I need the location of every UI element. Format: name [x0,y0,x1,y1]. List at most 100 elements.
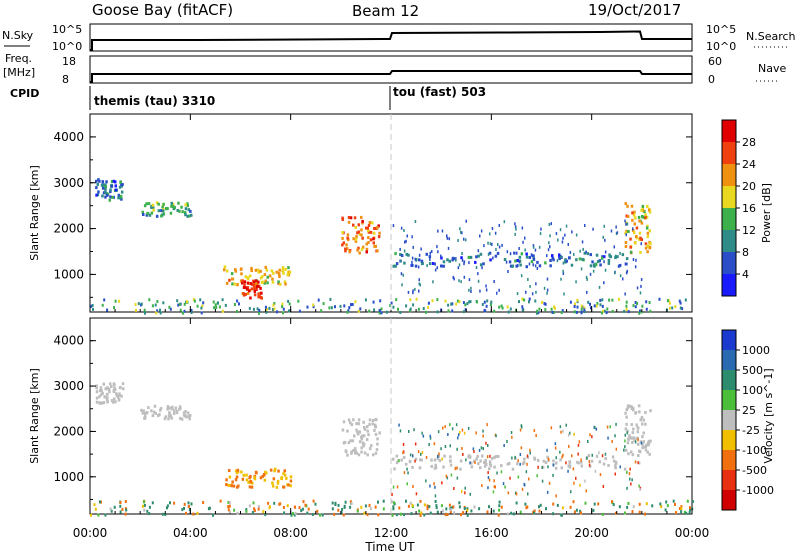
power-cell [241,279,244,283]
power-cell [485,288,488,292]
velocity-cell [559,450,561,454]
power-cell [535,282,537,286]
cpid-second-mode: tou (fast) 503 [393,85,486,99]
velocity-colorbar-tick-label: -500 [742,464,767,477]
velocity-cell [592,508,595,512]
power-cell [596,302,599,305]
power-cell [155,201,159,205]
velocity-cell [482,447,484,451]
power-cell [376,249,379,253]
power-cell [610,229,613,233]
power-cell [589,306,592,310]
velocity-cell [430,464,433,468]
power-cell [254,268,258,272]
velocity-cell [434,463,437,467]
power-cell [119,181,122,184]
power-cell [544,302,547,306]
velocity-cell [236,511,239,515]
power-cell [275,270,279,274]
velocity-cell [448,503,451,507]
velocity-cell [436,510,439,514]
velocity-cell [349,505,352,509]
power-cell [405,239,407,243]
power-cell [470,286,472,290]
velocity-cell [298,506,301,510]
power-cell [249,296,252,300]
power-cell [96,182,99,186]
power-colorbar-swatch [722,142,736,164]
velocity-cell [546,455,549,459]
power-cell [121,183,124,186]
power-cell [603,281,605,285]
velocity-cell [108,382,112,386]
power-cell [601,304,604,308]
power-cell [477,272,479,276]
power-cell [624,245,628,248]
power-cell [643,210,646,214]
power-cell [602,309,604,313]
velocity-cell [376,437,379,441]
velocity-cell [455,423,458,427]
power-cell [583,251,587,255]
power-cell [539,232,542,236]
velocity-cell [515,492,518,496]
velocity-cell [95,400,99,404]
velocity-cell [624,448,628,452]
power-cell [624,292,626,296]
power-cell [549,234,551,238]
power-cell [619,251,621,255]
power-cell [668,306,671,310]
power-cell [625,262,628,266]
power-cell [496,291,498,295]
velocity-cell [382,507,385,511]
velocity-colorbar-swatch [722,470,736,490]
power-cell [645,307,648,311]
velocity-cell [456,447,458,451]
power-cell [648,245,652,249]
freq-tick-top: 18 [62,55,76,68]
velocity-cell [519,462,521,466]
velocity-cell [627,404,630,408]
power-cell [192,298,195,301]
power-cell [581,240,584,244]
velocity-cell [419,514,422,517]
velocity-cell [644,512,647,516]
power-cell [668,301,671,305]
velocity-cell [631,440,634,444]
power-cell [587,300,590,304]
power-cell [162,202,165,206]
velocity-cell [441,509,444,513]
power-cell [221,298,224,302]
power-cell [671,306,674,310]
power-cell [646,235,650,239]
velocity-cell [283,473,287,477]
velocity-cell [292,512,294,516]
velocity-cell [173,501,176,505]
velocity-cell [556,503,559,507]
power-cell [446,234,448,238]
power-cell [183,302,186,306]
velocity-cell [143,508,146,512]
power-cell [106,308,109,312]
velocity-cell [167,414,171,418]
power-cell [120,190,124,194]
power-cell [489,232,491,236]
velocity-cell [400,458,403,462]
power-cell [638,231,642,235]
nsky-label: N.Sky [2,29,34,42]
velocity-cell [533,429,536,432]
velocity-cell [294,505,296,509]
velocity-cell [392,485,395,489]
power-cell [444,299,447,303]
power-cell [365,250,368,254]
velocity-cell [282,506,285,509]
velocity-colorbar-tick-label: 500 [742,364,763,377]
power-cell [312,303,315,307]
power-cell [626,215,630,218]
velocity-cell [523,483,526,487]
power-cell [347,220,351,224]
power-cell [516,292,519,296]
velocity-cell [253,507,256,511]
velocity-cell [512,512,515,516]
power-cell [288,309,290,313]
